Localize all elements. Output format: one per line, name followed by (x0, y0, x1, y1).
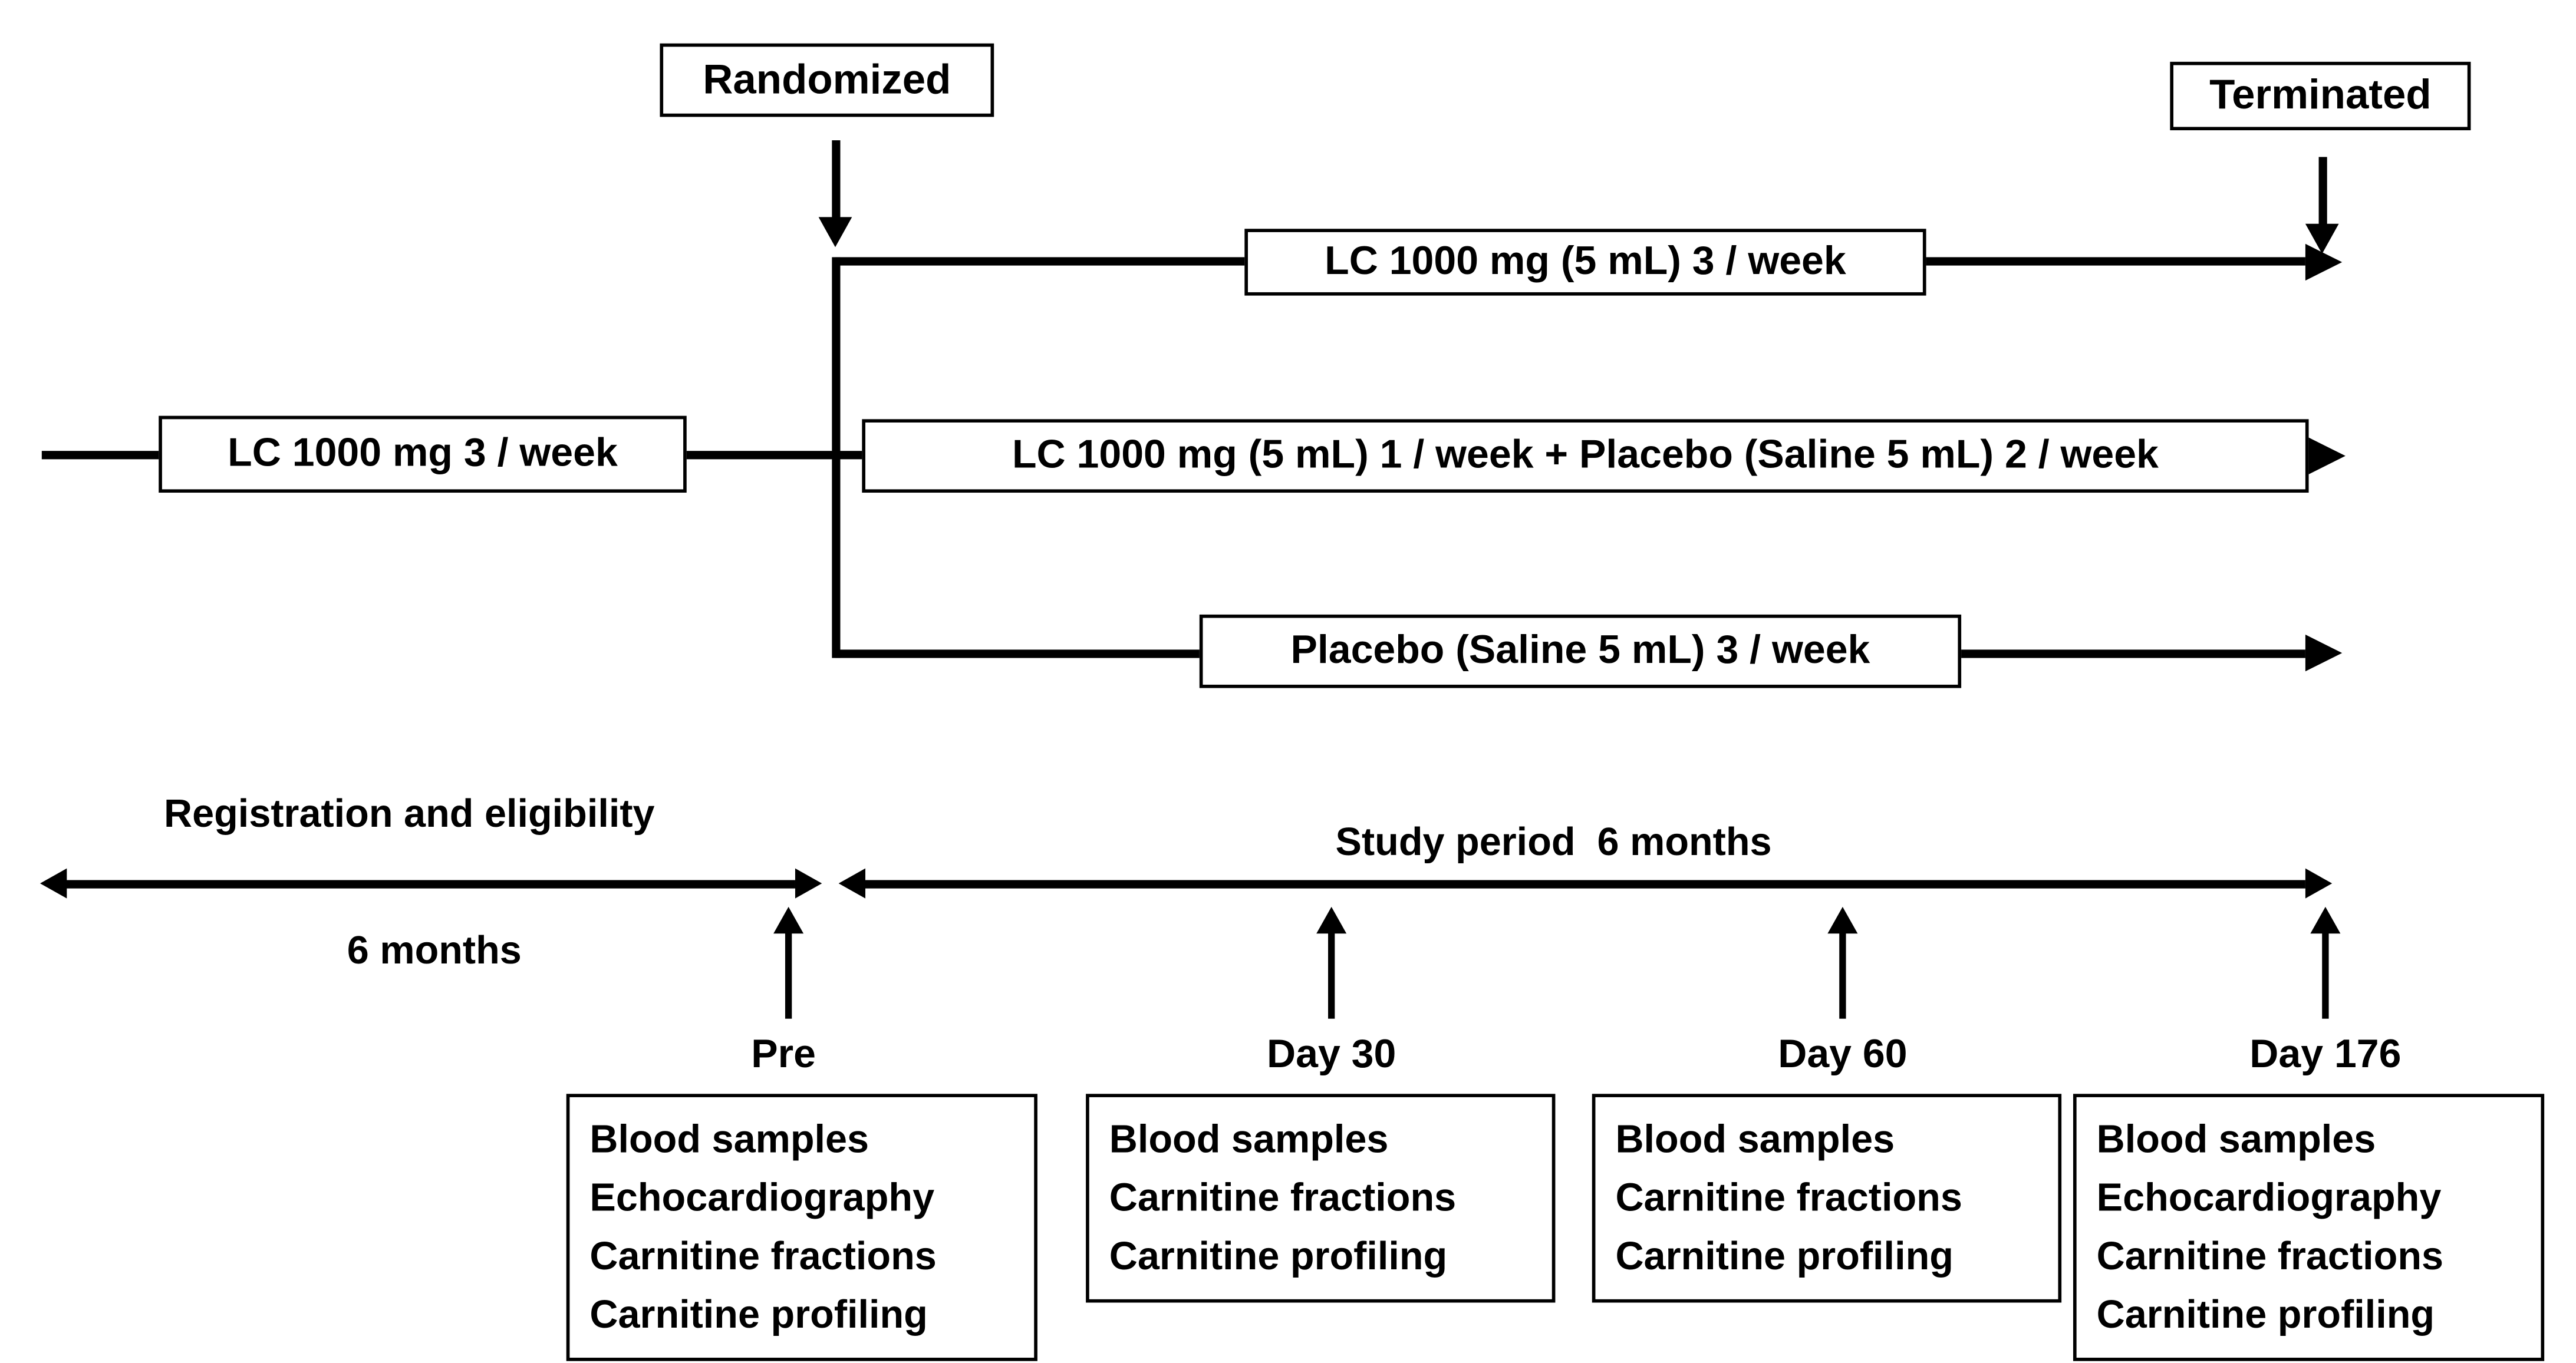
study-period-arrow-right-head-icon (2305, 868, 2333, 899)
terminated-box: Terminated (2170, 61, 2471, 131)
registration-label: Registration and eligibility (163, 791, 655, 835)
timepoint-label-pre: Pre (751, 1032, 816, 1077)
arm-2-arrowhead-icon (2308, 437, 2346, 474)
baseline-box: LC 1000 mg 3 / week (159, 415, 687, 493)
timepoint-label-day176: Day 176 (2249, 1032, 2402, 1077)
assessment-box-day60: Blood samples Carnitine fractions Carnit… (1592, 1094, 2062, 1303)
registration-duration-label: 6 months (347, 928, 522, 972)
timepoint-label-day30: Day 30 (1266, 1032, 1396, 1077)
assessment-box-pre: Blood samples Echocardiography Carnitine… (566, 1094, 1037, 1361)
registration-arrow-shaft (63, 880, 795, 888)
assessment-item: Carnitine profiling (1109, 1234, 1448, 1278)
assessment-item: Blood samples (1615, 1117, 1895, 1161)
study-period-label: Study period 6 months (1335, 820, 1772, 864)
assessment-item: Echocardiography (589, 1176, 935, 1219)
timepoint-day176-arrow-head-icon (2310, 906, 2341, 934)
assessment-box-day176: Blood samples Echocardiography Carnitine… (2073, 1094, 2545, 1361)
timepoint-pre-arrow-head-icon (773, 906, 804, 934)
assessment-item: Carnitine fractions (1109, 1176, 1457, 1219)
timepoint-day60-arrow-head-icon (1827, 906, 1858, 934)
assessment-item: Carnitine fractions (589, 1234, 937, 1278)
arm-1-box: LC 1000 mg (5 mL) 3 / week (1244, 229, 1926, 296)
assessment-item: Carnitine profiling (589, 1292, 928, 1336)
arm-2-box: LC 1000 mg (5 mL) 1 / week + Placebo (Sa… (862, 419, 2309, 493)
study-period-arrow-shaft (862, 880, 2305, 888)
randomized-arrow-shaft (832, 140, 840, 221)
terminated-arrow-shaft (2318, 157, 2327, 227)
assessment-box-day30: Blood samples Carnitine fractions Carnit… (1086, 1094, 1556, 1303)
registration-arrow-left-head-icon (40, 868, 67, 899)
arm-3-box: Placebo (Saline 5 mL) 3 / week (1199, 614, 1962, 688)
timepoint-day176-arrow-shaft (2322, 930, 2329, 1019)
timepoint-day60-arrow-shaft (1839, 930, 1846, 1019)
timepoint-day30-arrow-shaft (1328, 930, 1335, 1019)
assessment-item: Carnitine profiling (2096, 1292, 2435, 1336)
assessment-item: Blood samples (1109, 1117, 1389, 1161)
timepoint-label-day60: Day 60 (1778, 1032, 1908, 1077)
timepoint-pre-arrow-shaft (785, 930, 792, 1019)
assessment-item: Blood samples (589, 1117, 869, 1161)
arm-3-arrowhead-icon (2305, 634, 2343, 672)
assessment-item: Carnitine profiling (1615, 1234, 1954, 1278)
registration-arrow-right-head-icon (795, 868, 822, 899)
assessment-item: Blood samples (2096, 1117, 2376, 1161)
assessment-item: Carnitine fractions (1615, 1176, 1962, 1219)
timepoint-day30-arrow-head-icon (1316, 906, 1347, 934)
assessment-item: Carnitine fractions (2096, 1234, 2444, 1278)
arm-1-arrowhead-icon (2305, 243, 2343, 281)
assessment-item: Echocardiography (2096, 1176, 2442, 1219)
randomized-arrow-head-icon (818, 217, 852, 247)
study-period-arrow-left-head-icon (838, 868, 866, 899)
randomized-box: Randomized (660, 43, 994, 117)
